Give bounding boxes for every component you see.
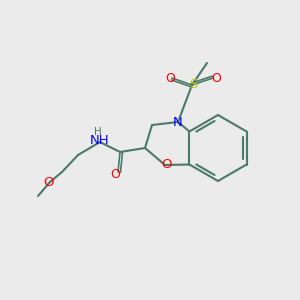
Text: O: O — [43, 176, 53, 188]
Text: O: O — [110, 169, 120, 182]
Text: N: N — [173, 116, 183, 128]
Text: O: O — [165, 71, 175, 85]
Text: O: O — [162, 158, 172, 172]
Text: O: O — [211, 71, 221, 85]
Text: H: H — [94, 127, 102, 137]
Text: S: S — [189, 79, 197, 92]
Text: NH: NH — [90, 134, 110, 148]
